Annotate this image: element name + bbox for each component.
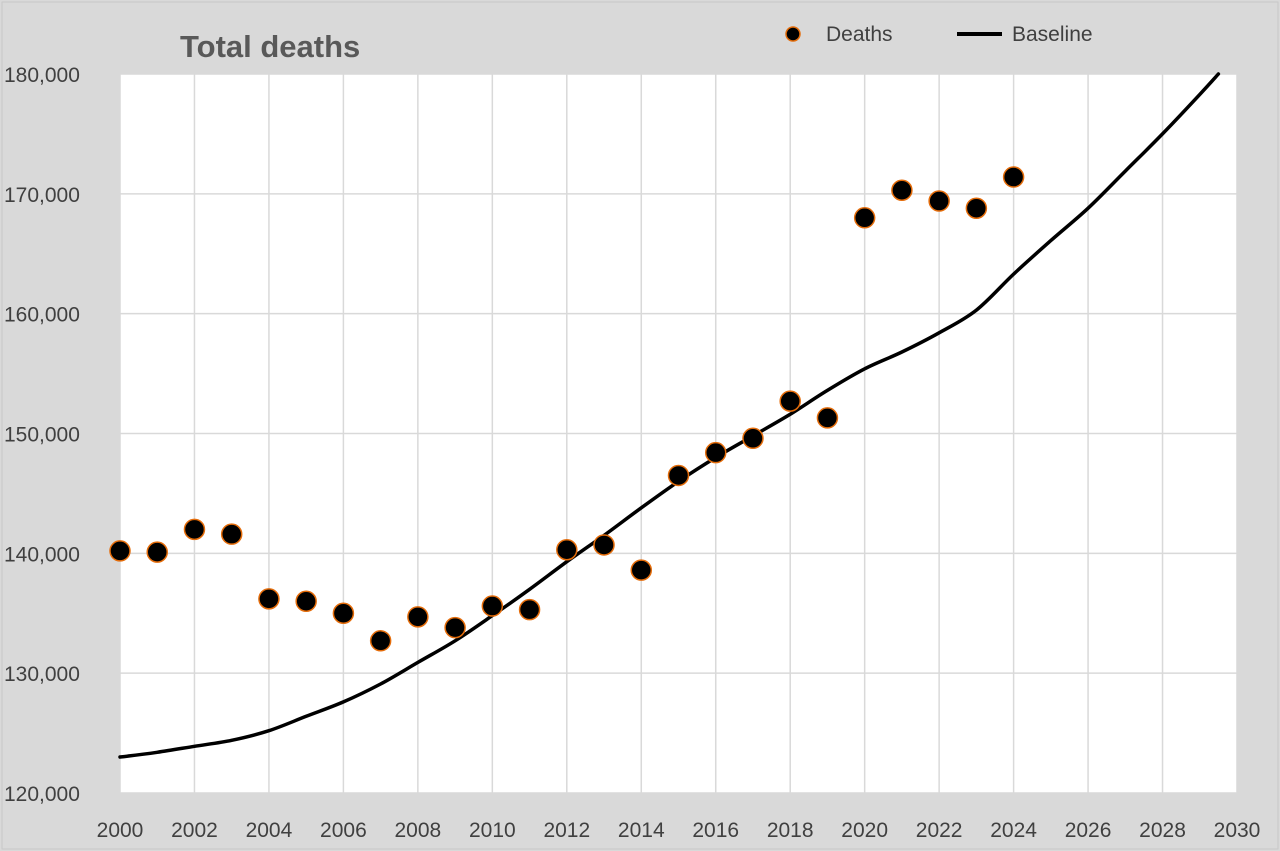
x-tick-label: 2014: [618, 819, 665, 842]
x-tick-label: 2012: [543, 819, 590, 842]
deaths-point: [109, 540, 131, 562]
x-tick-label: 2022: [916, 819, 963, 842]
y-tick-label: 150,000: [4, 424, 80, 447]
deaths-point: [146, 541, 168, 563]
deaths-point: [220, 523, 243, 545]
x-tick-label: 2028: [1139, 819, 1186, 842]
deaths-point: [369, 630, 392, 652]
x-tick-label: 2016: [692, 819, 739, 842]
deaths-point: [853, 207, 876, 229]
y-tick-label: 130,000: [4, 663, 80, 686]
y-tick-label: 140,000: [4, 543, 80, 566]
x-tick-label: 2026: [1065, 819, 1112, 842]
x-tick-label: 2018: [767, 819, 814, 842]
legend: Deaths Baseline: [785, 23, 1093, 46]
y-tick-label: 160,000: [4, 304, 80, 327]
deaths-point: [556, 538, 578, 561]
x-tick-label: 2002: [171, 819, 218, 842]
x-tick-label: 2020: [841, 819, 888, 842]
deaths-point: [667, 464, 690, 487]
legend-deaths-label: Deaths: [826, 23, 893, 46]
legend-deaths-marker: [785, 26, 801, 42]
axis-tick-labels: 2000 2002 2004 2006 2008 2010 2012 2014 2016 2018…: [4, 64, 1260, 842]
deaths-point: [704, 441, 727, 464]
deaths-point: [593, 534, 615, 556]
deaths-point: [965, 197, 988, 219]
deaths-point: [518, 598, 541, 621]
x-tick-label: 2010: [469, 819, 516, 842]
x-tick-label: 2006: [320, 819, 367, 842]
x-tick-label: 2030: [1214, 819, 1261, 842]
deaths-point: [332, 602, 355, 624]
deaths-point: [407, 606, 429, 628]
y-tick-label: 180,000: [4, 64, 80, 87]
deaths-point: [258, 588, 280, 610]
legend-baseline-label: Baseline: [1012, 23, 1093, 46]
deaths-point: [444, 616, 466, 639]
y-tick-label: 120,000: [4, 783, 80, 806]
x-tick-label: 2024: [990, 819, 1037, 842]
deaths-point: [928, 190, 950, 212]
deaths-point: [891, 179, 913, 201]
gridlines: [119, 73, 1238, 794]
y-tick-label: 170,000: [4, 184, 80, 207]
deaths-point: [481, 595, 504, 617]
deaths-point: [742, 427, 764, 450]
x-tick-label: 2008: [395, 819, 442, 842]
x-tick-label: 2000: [97, 819, 144, 842]
deaths-point: [779, 390, 801, 412]
x-tick-label: 2004: [246, 819, 293, 842]
deaths-point: [630, 559, 653, 581]
deaths-point: [183, 518, 206, 541]
chart-title: Total deaths: [180, 29, 360, 64]
deaths-point: [816, 407, 839, 429]
deaths-series-points: [109, 166, 1025, 652]
deaths-point: [295, 590, 317, 613]
deaths-point: [1002, 166, 1025, 188]
